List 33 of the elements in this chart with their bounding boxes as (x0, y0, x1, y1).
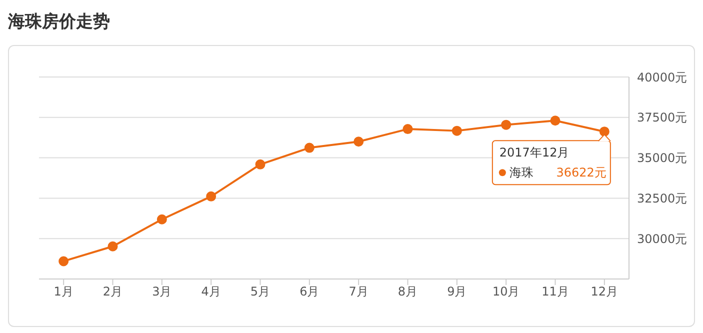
y-tick-label: 37500元 (637, 110, 688, 125)
y-tick-label: 40000元 (637, 70, 688, 84)
point (501, 120, 512, 130)
point (550, 116, 560, 126)
x-tick-label: 8月 (398, 284, 418, 299)
point (206, 191, 216, 202)
x-tick-label: 7月 (348, 284, 368, 299)
legend-label: 海珠 (509, 166, 534, 180)
x-tick-label: 10月 (492, 284, 520, 299)
data-label: 36622元 (556, 166, 606, 180)
y-tick-label: 30000元 (637, 232, 688, 246)
chart-title: 海珠房价走势 (8, 11, 110, 33)
x-tick-label: 4月 (201, 284, 221, 299)
x-tick-label: 2月 (102, 284, 123, 299)
x-tick-label: 12月 (590, 284, 618, 299)
point (599, 126, 610, 137)
point (304, 142, 314, 153)
x-tick-label: 1月 (54, 284, 74, 299)
x-tick-label: 6月 (300, 284, 320, 299)
x-tick-label: 9月 (447, 284, 467, 299)
point (402, 124, 413, 134)
x-tick-label: 5月 (250, 284, 270, 299)
point (108, 241, 118, 252)
point (452, 126, 462, 136)
x-tick-label: 3月 (152, 284, 172, 299)
point (58, 256, 69, 266)
x-tick-label: 11月 (542, 284, 569, 299)
annotation: 2017年12月 (499, 146, 570, 160)
y-tick-label: 35000元 (637, 151, 688, 166)
y-tick-label: 32500元 (637, 191, 688, 206)
point (255, 159, 266, 170)
point (354, 136, 364, 147)
point (156, 214, 167, 224)
